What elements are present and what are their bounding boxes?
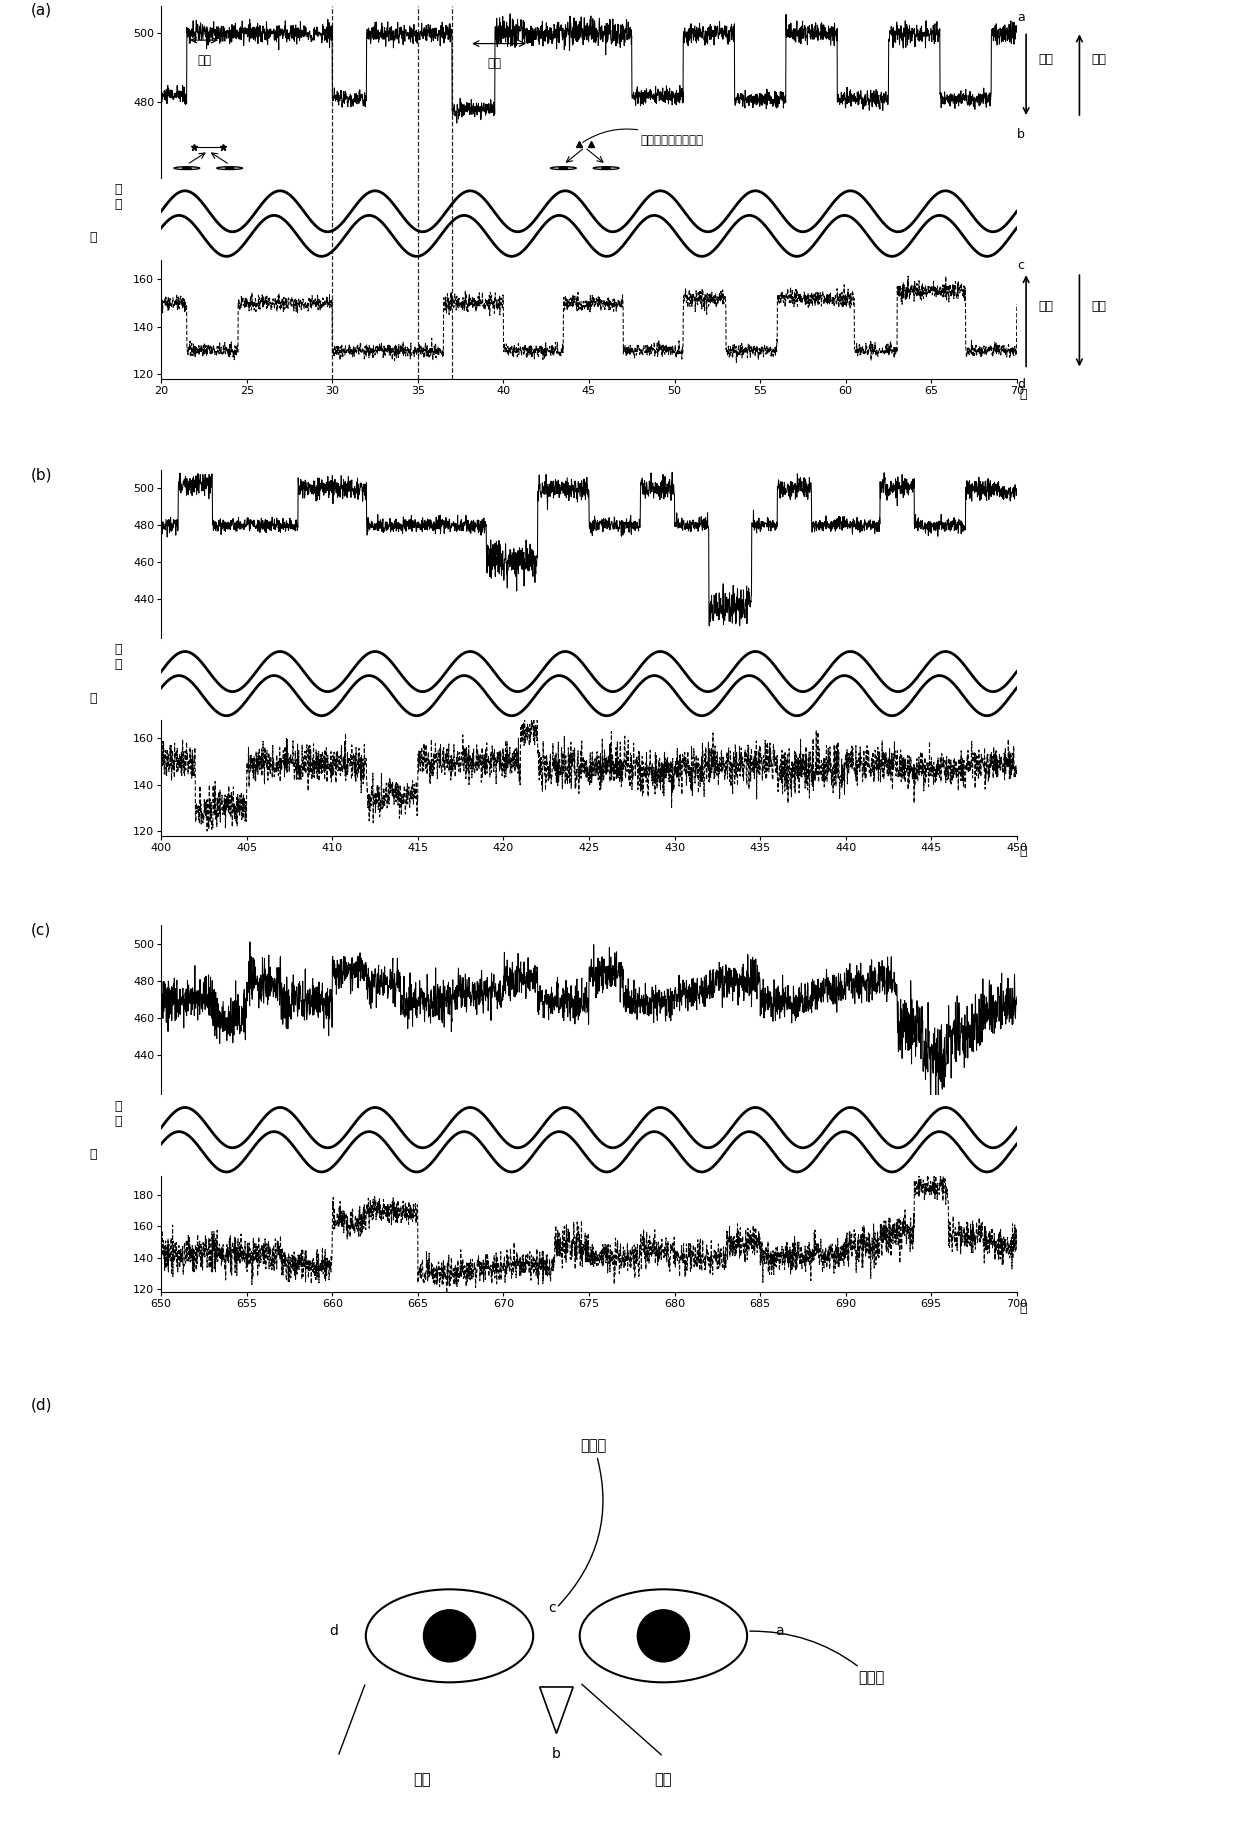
Text: 振
幅: 振 幅: [114, 1100, 122, 1128]
Text: 散焦: 散焦: [487, 57, 502, 70]
Text: (a): (a): [31, 2, 52, 18]
Text: 像: 像: [89, 232, 97, 245]
Ellipse shape: [366, 1589, 533, 1683]
Text: a: a: [775, 1624, 784, 1638]
Circle shape: [423, 1609, 476, 1662]
Text: (d): (d): [31, 1397, 52, 1414]
Text: 振
幅: 振 幅: [114, 643, 122, 671]
Ellipse shape: [593, 166, 619, 170]
Text: 聚焦: 聚焦: [1038, 300, 1053, 313]
Text: 像: 像: [89, 691, 97, 704]
Ellipse shape: [174, 166, 200, 170]
Text: c: c: [548, 1602, 556, 1614]
Text: 外眼角: 外眼角: [750, 1631, 885, 1685]
Text: 视觉对象物假想位置: 视觉对象物假想位置: [640, 133, 703, 147]
Text: (c): (c): [31, 922, 51, 938]
Text: (b): (b): [31, 466, 52, 483]
Text: 右眼: 右眼: [413, 1773, 430, 1788]
Text: d: d: [1017, 378, 1024, 391]
Text: 聚焦: 聚焦: [1038, 53, 1053, 66]
Text: 秒: 秒: [1019, 844, 1027, 859]
Text: 内眼角: 内眼角: [558, 1438, 606, 1605]
Text: 散焦: 散焦: [1091, 300, 1106, 313]
Text: 秒: 秒: [1019, 1301, 1027, 1314]
Text: c: c: [1017, 258, 1024, 271]
Text: 像: 像: [89, 1148, 97, 1161]
Ellipse shape: [579, 1589, 746, 1683]
Circle shape: [637, 1609, 689, 1662]
Text: 秒: 秒: [1019, 389, 1027, 402]
Ellipse shape: [217, 166, 243, 170]
Text: 散焦: 散焦: [1091, 53, 1106, 66]
Text: 振
幅: 振 幅: [114, 182, 122, 212]
Text: b: b: [1017, 129, 1024, 142]
Text: d: d: [329, 1624, 337, 1638]
Text: 聚焦: 聚焦: [197, 53, 211, 66]
Text: b: b: [552, 1747, 560, 1762]
Text: 左眼: 左眼: [655, 1773, 672, 1788]
Text: a: a: [1017, 11, 1024, 24]
Ellipse shape: [551, 166, 577, 170]
